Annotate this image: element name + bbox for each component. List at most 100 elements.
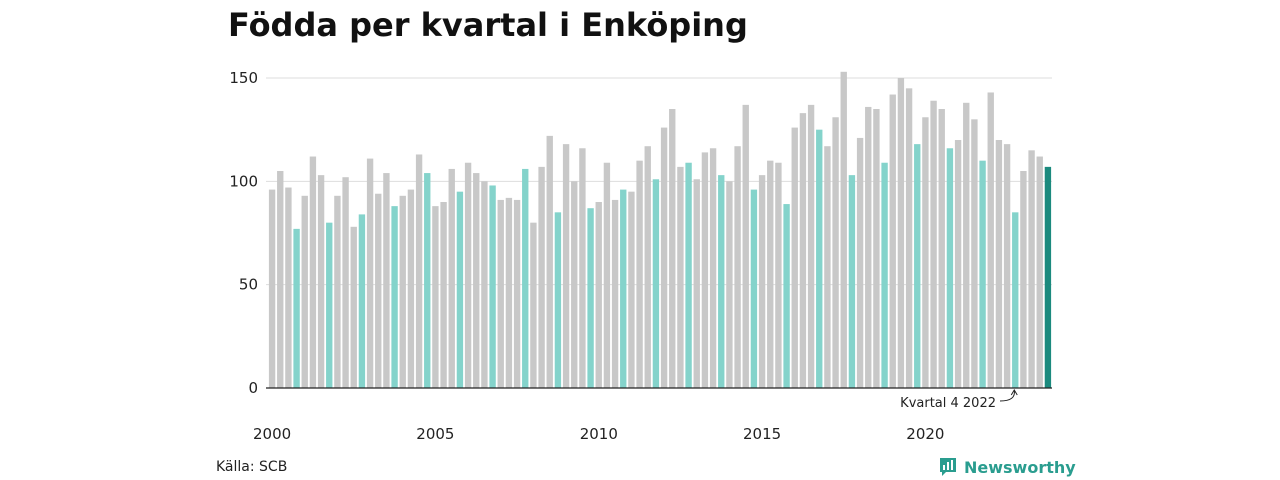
bar: [971, 119, 978, 388]
bar: [685, 162, 692, 388]
bar: [530, 222, 537, 388]
bar: [865, 106, 872, 389]
bar: [464, 162, 472, 388]
bar: [301, 195, 308, 388]
annotation-arrowhead: [1010, 389, 1018, 396]
x-tick-label: 2020: [906, 425, 944, 443]
bar: [538, 166, 545, 388]
bar: [709, 148, 717, 388]
bar: [848, 175, 856, 388]
bar: [579, 148, 586, 388]
bar: [963, 102, 970, 389]
bar: [620, 189, 627, 388]
source-label: Källa: SCB: [216, 459, 288, 475]
x-tick-label: 2000: [253, 425, 291, 443]
bar: [644, 146, 651, 388]
bar: [603, 162, 611, 388]
bar: [701, 152, 709, 388]
bar: [660, 127, 668, 388]
bar: [489, 185, 496, 388]
bar: [383, 173, 390, 388]
bar: [334, 195, 341, 388]
x-tick-label: 2005: [416, 425, 454, 443]
bar: [873, 109, 880, 388]
y-axis-ticks: 0 50 100 150: [229, 69, 258, 397]
bar: [1036, 156, 1043, 388]
brand-logo[interactable]: Newsworthy: [938, 456, 1076, 478]
bars: [268, 71, 1052, 389]
bar: [799, 113, 807, 388]
bar: [636, 160, 643, 388]
bar: [456, 191, 464, 388]
bar: [995, 140, 1003, 388]
bar: [554, 212, 562, 388]
bar: [897, 78, 905, 388]
bar: [905, 88, 913, 388]
bar: [293, 228, 300, 388]
bar: [775, 162, 782, 388]
bar: [522, 168, 529, 388]
bar: [726, 181, 733, 388]
bar: [954, 140, 962, 388]
bar: [268, 189, 276, 388]
brand-name: Newsworthy: [964, 457, 1076, 477]
bar: [611, 199, 619, 388]
x-axis-ticks: 2000 2005 2010 2015 2020: [253, 425, 944, 443]
bar: [513, 199, 521, 388]
annotation: Kvartal 4 2022: [900, 389, 1018, 411]
bar: [285, 187, 292, 388]
bar: [783, 204, 790, 388]
bar: [448, 168, 455, 388]
bar: [277, 171, 284, 388]
newsworthy-logo-icon: [940, 458, 956, 476]
bar: [922, 117, 929, 389]
bar: [497, 199, 504, 388]
bar: [440, 202, 447, 388]
x-tick-label: 2015: [743, 425, 781, 443]
bar: [767, 160, 774, 388]
bar: [399, 195, 406, 388]
bar: [358, 214, 366, 388]
y-tick-label: 50: [239, 276, 258, 294]
bar: [669, 109, 676, 388]
bar: [571, 181, 578, 388]
bar: [832, 117, 839, 389]
bar: [391, 206, 398, 388]
bar: [432, 206, 439, 388]
annotation-arrow: [999, 389, 1015, 402]
bar: [1020, 171, 1027, 388]
bar: [734, 146, 741, 388]
bar: [1012, 212, 1019, 388]
bar: [1003, 144, 1011, 388]
bar: [505, 197, 513, 388]
bar: [309, 156, 317, 388]
y-tick-label: 100: [229, 172, 258, 190]
bar: [481, 181, 488, 388]
x-tick-label: 2010: [580, 425, 618, 443]
bar: [562, 144, 570, 388]
y-tick-label: 0: [248, 379, 258, 397]
bar: [587, 208, 594, 388]
bar: [342, 177, 349, 388]
bar: [326, 222, 333, 388]
bar: [758, 175, 766, 388]
bar: [1044, 166, 1052, 388]
bar: [677, 166, 684, 388]
bar: [693, 179, 700, 388]
bar: [742, 104, 749, 389]
bar: [938, 109, 945, 388]
annotation-label: Kvartal 4 2022: [900, 396, 996, 411]
bar: [930, 100, 937, 388]
chart-title: Födda per kvartal i Enköping: [228, 6, 748, 44]
bar: [914, 144, 921, 388]
bar: [881, 162, 888, 388]
bar: [628, 191, 635, 388]
bar: [816, 129, 823, 389]
bar: [946, 148, 954, 388]
bar: [407, 189, 415, 388]
bar: [415, 154, 423, 388]
bar: [375, 193, 382, 388]
bar: [840, 71, 847, 389]
bar: [595, 202, 602, 388]
